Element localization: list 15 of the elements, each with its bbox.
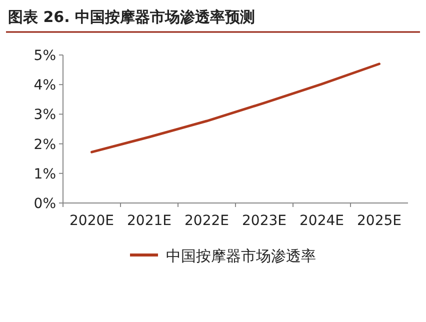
y-tick-label: 3%	[34, 107, 56, 124]
x-tick-label: 2024E	[300, 213, 344, 229]
x-tick-label: 2022E	[184, 213, 229, 229]
y-tick-label: 5%	[34, 48, 56, 64]
y-tick-label: 0%	[34, 196, 56, 212]
legend-label: 中国按摩器市场渗透率	[166, 247, 316, 265]
line-series	[90, 62, 380, 154]
x-tick-label: 2025E	[357, 213, 402, 229]
chart-title: 图表 26. 中国按摩器市场渗透率预测	[8, 8, 256, 26]
x-tick-label: 2020E	[70, 213, 114, 229]
y-tick-label: 4%	[34, 78, 56, 94]
y-tick-label: 1%	[34, 166, 56, 182]
x-tick-label: 2023E	[242, 213, 286, 229]
y-tick-label: 2%	[34, 136, 56, 153]
x-tick-label: 2021E	[127, 213, 172, 229]
